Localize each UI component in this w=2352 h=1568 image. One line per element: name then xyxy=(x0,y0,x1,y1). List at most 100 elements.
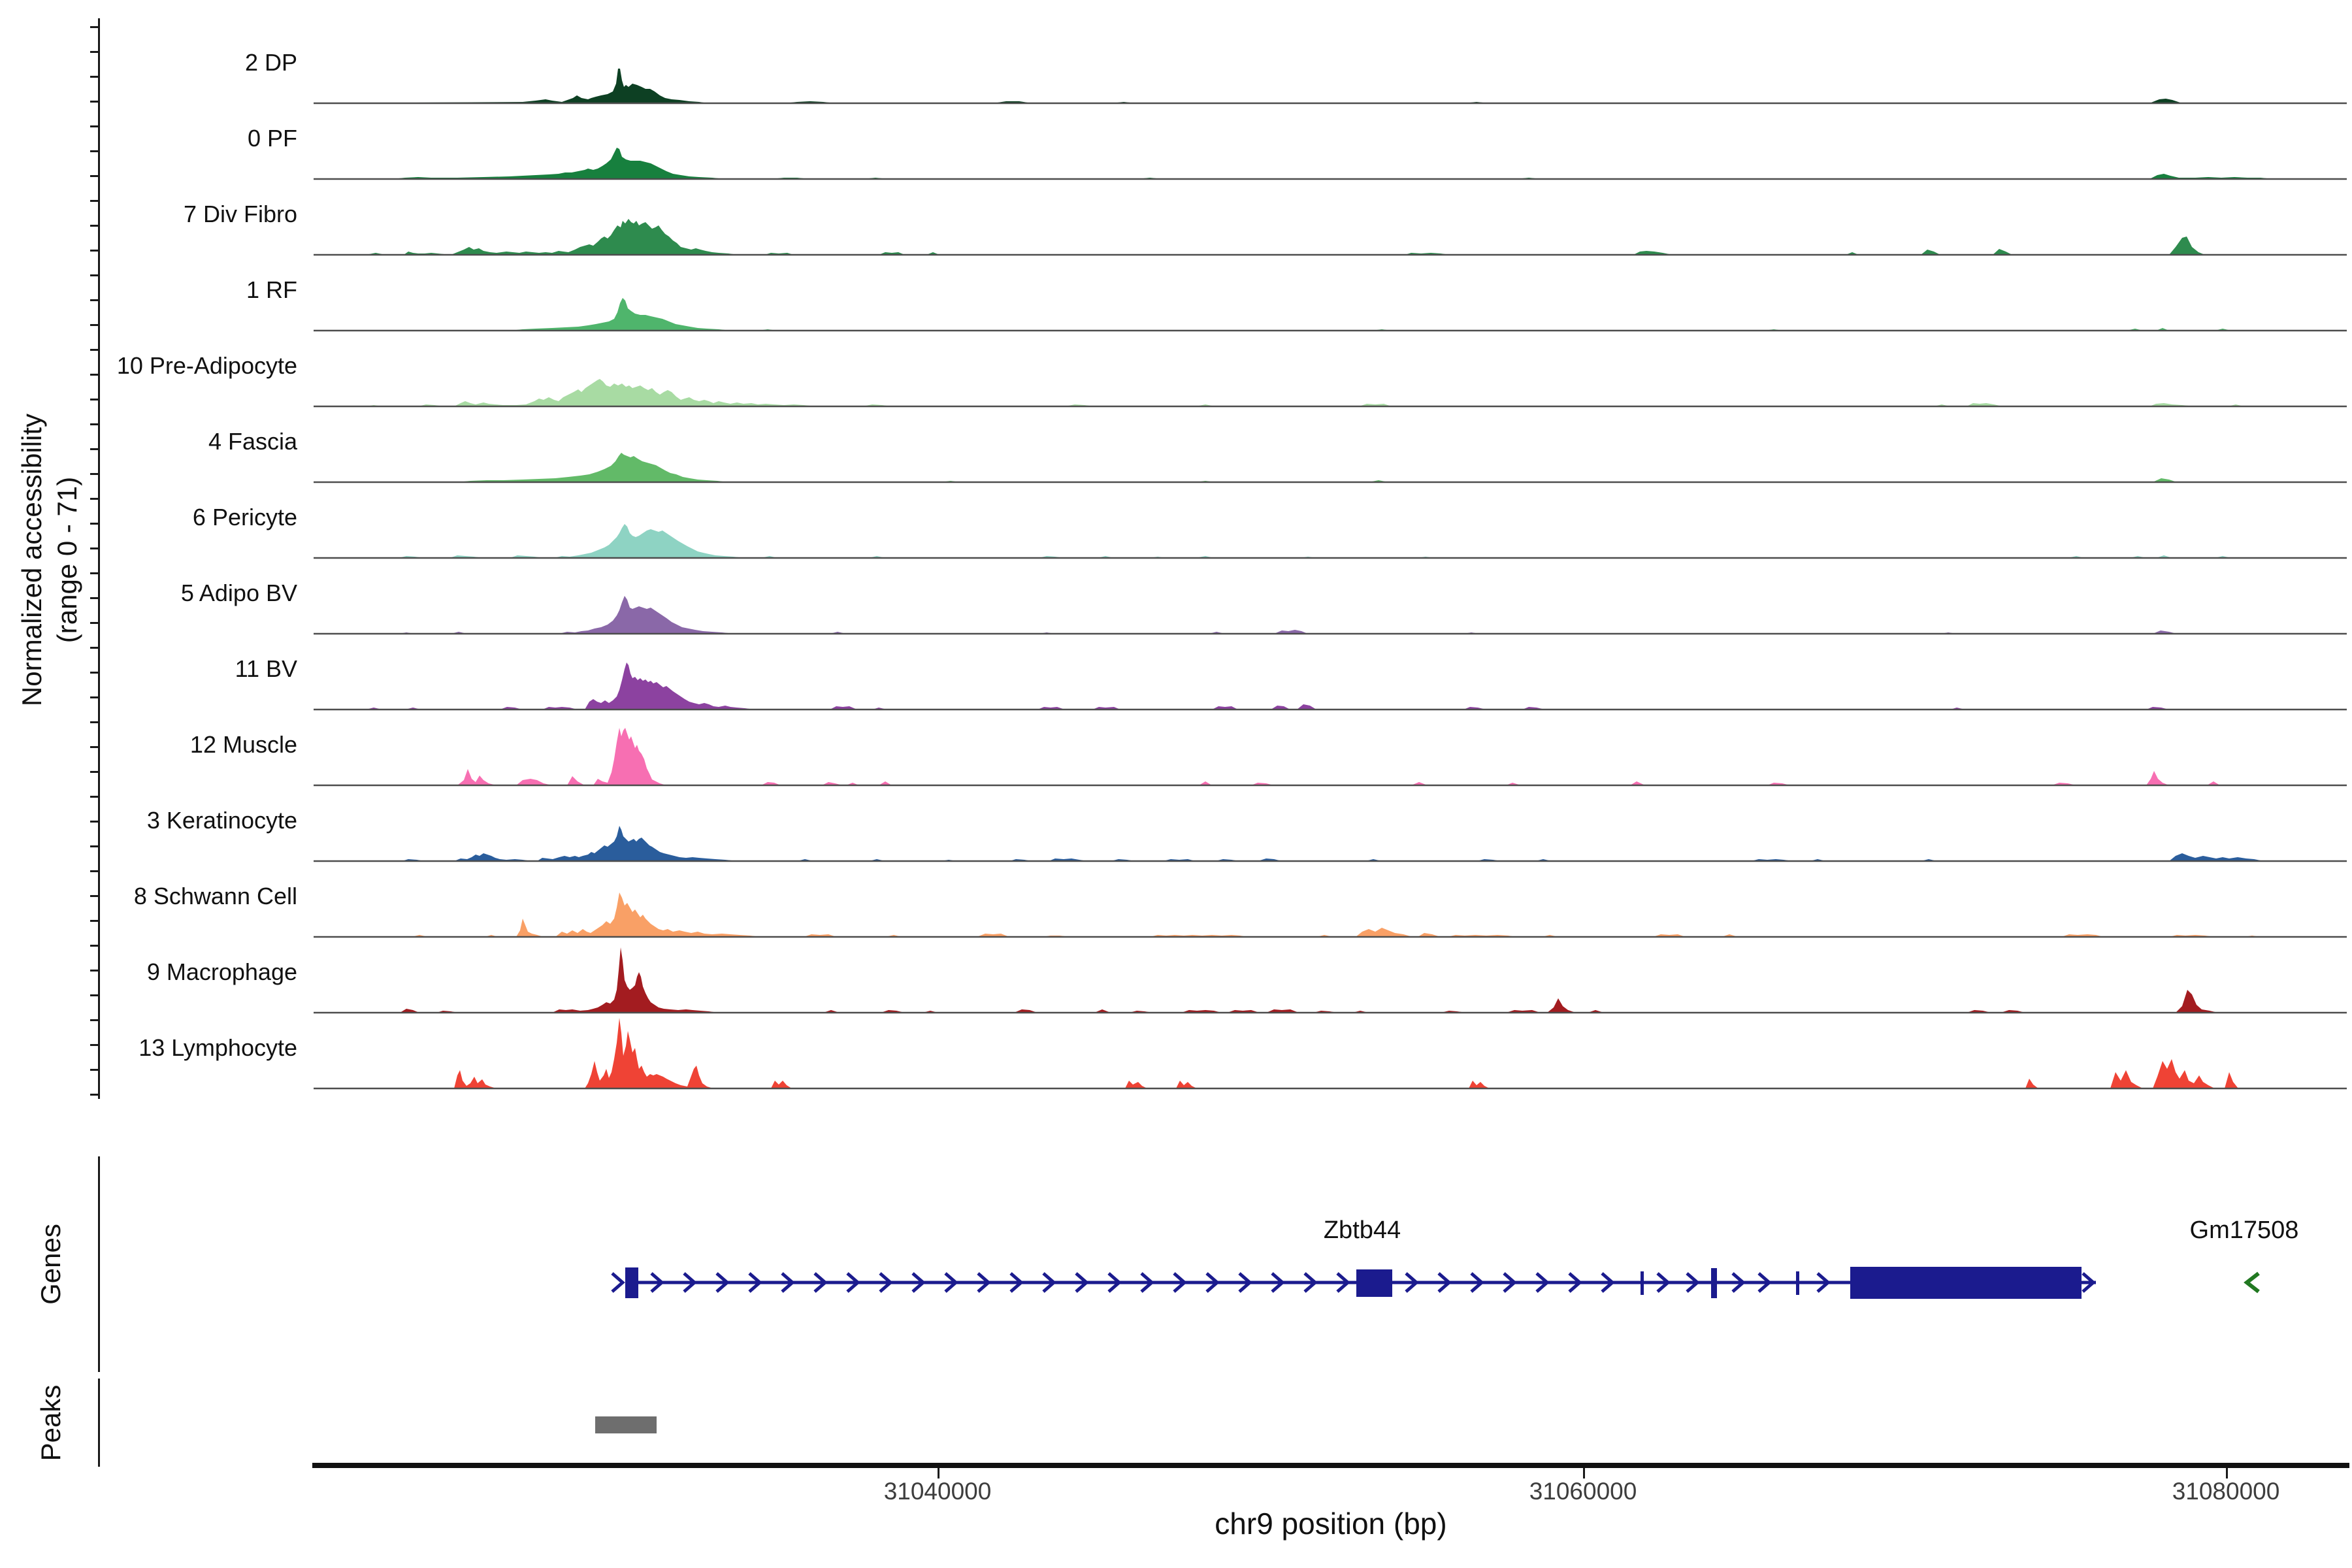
strand-arrow-right-icon xyxy=(1140,1272,1154,1293)
track-signal-4-fascia xyxy=(314,453,2347,483)
y-axis-tick xyxy=(90,225,98,227)
y-axis-tick xyxy=(90,498,98,500)
y-axis-tick xyxy=(90,399,98,400)
strand-arrow-right-icon xyxy=(1173,1272,1187,1293)
y-axis-tick xyxy=(90,200,98,202)
track-label-1-rf: 1 RF xyxy=(246,276,297,303)
track-label-12-muscle: 12 Muscle xyxy=(189,731,297,758)
strand-arrow-right-icon xyxy=(879,1272,893,1293)
x-axis-line xyxy=(312,1463,2349,1468)
track-signal-0-pf xyxy=(314,148,2347,180)
strand-arrow-right-icon xyxy=(1757,1272,1772,1293)
gene-exon xyxy=(1641,1271,1644,1295)
track-label-0-pf: 0 PF xyxy=(247,125,297,152)
gene-name-gm17508: Gm17508 xyxy=(2189,1217,2299,1244)
y-axis-tick xyxy=(90,101,98,103)
y-axis-tick xyxy=(90,1069,98,1071)
y-axis-tick xyxy=(90,945,98,947)
y-axis-tick xyxy=(90,870,98,872)
strand-arrow-right-icon xyxy=(748,1272,762,1293)
track-signal-9-macrophage xyxy=(314,947,2347,1014)
track-label-2-dp: 2 DP xyxy=(244,49,297,76)
strand-arrow-right-icon xyxy=(1656,1272,1671,1293)
strand-arrow-right-icon xyxy=(1075,1272,1089,1293)
track-signal-8-schwann-cell xyxy=(314,892,2347,938)
track-label-4-fascia: 4 Fascia xyxy=(208,428,297,455)
y-axis-tick xyxy=(90,647,98,649)
x-axis-tick-label: 31080000 xyxy=(2172,1478,2280,1505)
strand-arrow-right-icon xyxy=(1731,1272,1746,1293)
y-axis-tick xyxy=(90,473,98,475)
strand-arrow-right-icon xyxy=(1535,1272,1550,1293)
track-signal-13-lymphocyte xyxy=(314,1018,2347,1090)
track-label-8-schwann-cell: 8 Schwann Cell xyxy=(133,883,297,909)
track-label-7-div-fibro: 7 Div Fibro xyxy=(183,201,297,227)
strand-arrow-right-icon xyxy=(911,1272,926,1293)
y-axis-tick xyxy=(90,324,98,326)
strand-arrow-right-icon xyxy=(1009,1272,1024,1293)
strand-arrow-right-icon xyxy=(683,1272,697,1293)
strand-arrow-right-icon xyxy=(846,1272,860,1293)
track-label-9-macrophage: 9 Macrophage xyxy=(146,958,297,985)
gene-exon xyxy=(625,1267,638,1298)
strand-arrow-right-icon xyxy=(1816,1272,1831,1293)
track-signal-1-rf xyxy=(314,298,2347,332)
y-axis-tick xyxy=(90,349,98,351)
strand-arrow-right-icon xyxy=(1601,1272,1615,1293)
genes-bracket xyxy=(98,1156,100,1372)
gene-name-zbtb44: Zbtb44 xyxy=(1323,1217,1401,1244)
track-signal-5-adipo-bv xyxy=(314,596,2347,635)
track-signal-6-pericyte xyxy=(314,524,2347,559)
track-signal-11-bv xyxy=(314,662,2347,711)
y-axis-tick xyxy=(90,374,98,376)
strand-arrow-left-icon xyxy=(2244,1271,2260,1294)
tracks-axis-line xyxy=(98,18,100,1099)
track-label-3-keratinocyte: 3 Keratinocyte xyxy=(146,807,297,834)
strand-arrow-right-icon xyxy=(2082,1272,2096,1293)
x-axis-title: chr9 position (bp) xyxy=(1215,1507,1447,1541)
strand-arrow-right-icon xyxy=(1303,1272,1318,1293)
track-signal-3-keratinocyte xyxy=(314,826,2347,862)
y-axis-tick xyxy=(90,672,98,674)
strand-arrow-right-icon xyxy=(1686,1272,1700,1293)
y-axis-tick xyxy=(90,51,98,53)
gene-exon xyxy=(1711,1268,1717,1298)
y-axis-tick xyxy=(90,423,98,425)
track-signal-12-muscle xyxy=(314,728,2347,787)
x-axis-tick-label: 31060000 xyxy=(1529,1478,1637,1505)
y-axis-tick xyxy=(90,125,98,127)
y-axis-tick xyxy=(90,746,98,748)
strand-arrow-right-icon xyxy=(944,1272,958,1293)
strand-arrow-right-icon xyxy=(1042,1272,1056,1293)
strand-arrow-right-icon xyxy=(813,1272,828,1293)
strand-arrow-right-icon xyxy=(715,1272,730,1293)
x-axis-tick xyxy=(938,1468,939,1478)
track-signal-7-div-fibro xyxy=(314,219,2347,256)
y-axis-tick xyxy=(90,547,98,549)
strand-arrow-right-icon xyxy=(1503,1272,1517,1293)
strand-arrow-right-icon xyxy=(977,1272,991,1293)
y-axis-tick xyxy=(90,970,98,972)
track-label-13-lymphocyte: 13 Lymphocyte xyxy=(139,1034,297,1061)
y-axis-tick xyxy=(90,696,98,698)
y-axis-tick xyxy=(90,175,98,177)
y-axis-tick xyxy=(90,771,98,773)
strand-arrow-right-icon xyxy=(1336,1272,1350,1293)
y-axis-tick xyxy=(90,274,98,276)
y-axis-tick xyxy=(90,845,98,847)
x-axis-tick xyxy=(1583,1468,1585,1478)
y-axis-tick xyxy=(90,26,98,28)
strand-arrow-right-icon xyxy=(611,1272,625,1293)
track-signal-10-pre-adipocyte xyxy=(314,379,2347,408)
y-axis-tick xyxy=(90,920,98,922)
y-axis-tick xyxy=(90,448,98,450)
y-axis-tick xyxy=(90,299,98,301)
y-axis-tick xyxy=(90,150,98,152)
y-axis-tick xyxy=(90,250,98,252)
y-axis-tick xyxy=(90,622,98,624)
gene-exon xyxy=(1796,1271,1799,1295)
track-label-6-pericyte: 6 Pericyte xyxy=(192,504,297,531)
peak-interval xyxy=(595,1416,657,1433)
track-label-5-adipo-bv: 5 Adipo BV xyxy=(180,580,297,606)
